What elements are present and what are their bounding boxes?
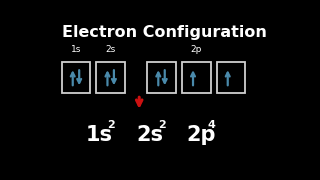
Text: 2s: 2s (137, 125, 164, 145)
Bar (62, 62, 90, 93)
Text: Electron Configuration: Electron Configuration (61, 25, 267, 40)
Text: 2: 2 (107, 120, 115, 130)
Text: 4: 4 (207, 120, 215, 130)
Text: 2s: 2s (106, 45, 116, 54)
Bar (147, 62, 176, 93)
Bar (217, 62, 245, 93)
Bar (96, 62, 125, 93)
Text: 2p: 2p (190, 45, 202, 54)
Text: 1s: 1s (86, 125, 113, 145)
Text: 2p: 2p (186, 125, 216, 145)
Text: 2: 2 (158, 120, 165, 130)
Bar (182, 62, 211, 93)
Text: 1s: 1s (71, 45, 81, 54)
